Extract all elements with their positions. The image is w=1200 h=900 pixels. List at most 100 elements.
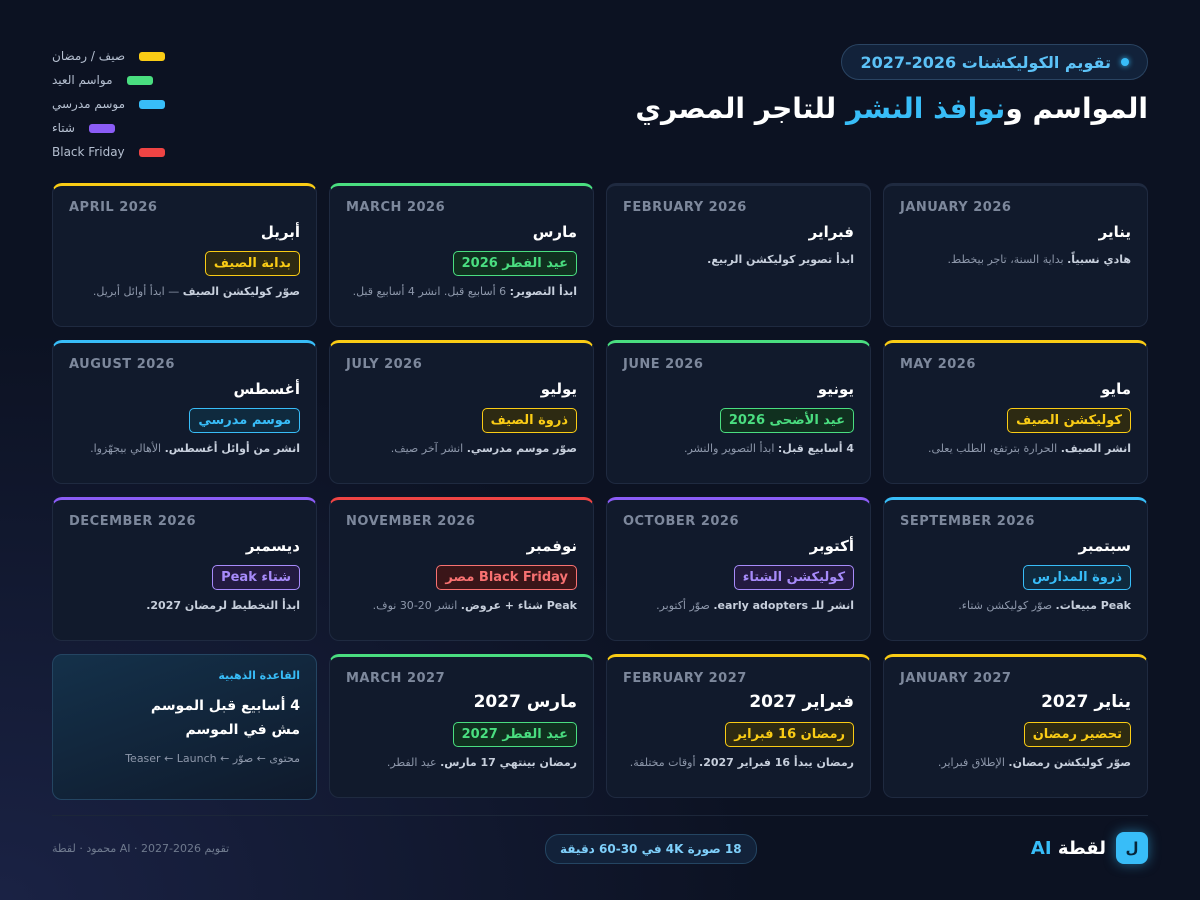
month-card: MAY 2026 مايو كوليكشن الصيف انشر الصيف. الح… [883,340,1148,484]
month-en-label: OCTOBER 2026 [623,514,740,529]
month-note: انشر الصيف. الحرارة بترتفع، الطلب يعلى. [900,442,1131,455]
season-badge: موسم مدرسي [189,408,300,433]
legend-label: مواسم العيد [52,73,113,87]
month-note: صوّر كوليكشن الصيف — ابدأ أوائل أبريل. [69,285,300,298]
month-note: هادي نسبياً. بداية السنة، تاجر بيخطط. [900,253,1132,266]
month-card: MARCH 2027 مارس 2027 عيد الفطر 2027 رمضان ب… [329,654,594,798]
season-badge: ذروة الصيف [481,408,577,433]
month-en-label: JANUARY 2027 [900,671,1012,686]
brand-name-ai: AI [1030,837,1052,859]
brand-logo-icon: ل [1116,832,1148,864]
note-bold: ابدأ تصوير كوليكشن الربيع. [707,253,854,266]
note-text: صوّر كوليكشن شتاء. [958,599,1056,612]
month-card: JULY 2026 يوليو ذروة الصيف صوّر موسم مدرسي.… [329,340,594,484]
legend-label: موسم مدرسي [52,97,126,111]
months-grid: APRIL 2026 أبريل بداية الصيف صوّر كوليكشن ا… [52,183,1148,800]
month-ar-label: يناير 2027 [1041,692,1131,712]
month-note: انشر من أوائل أغسطس. الأهالي بيجهّزوا. [69,442,300,455]
month-ar-label: سبتمبر [1078,537,1131,555]
note-text: بداية السنة، تاجر بيخطط. [947,253,1068,266]
rule-heading: 4 أسابيع قبل الموسم مش في الموسم [69,694,300,742]
note-text: انشر آخر صيف. [390,442,467,455]
month-note: ابدأ التصوير: 6 أسابيع قبل. انشر 4 أسابي… [346,285,577,298]
note-bold: انشر من أوائل أغسطس. [164,442,300,455]
note-bold: 4 أسابيع قبل: [777,442,854,455]
pill-dot-icon [1121,58,1129,66]
badge-wrap: كوليكشن الشتاء [623,565,854,591]
note-text: انشر 20-30 نوف. [372,599,461,612]
month-en-label: AUGUST 2026 [69,357,175,372]
month-card: APRIL 2026 أبريل بداية الصيف صوّر كوليكشن ا… [52,183,317,327]
season-badge: رمضان 16 فبراير [725,722,854,747]
badge-wrap: بداية الصيف [69,251,300,277]
season-badge: عيد الأضحى 2026 [719,408,854,433]
month-note: ابدأ التخطيط لرمضان 2027. [69,599,300,612]
note-bold: صوّر موسم مدرسي. [466,442,577,455]
season-badge: كوليكشن الشتاء [733,565,854,590]
month-ar-label: أبريل [260,223,300,241]
note-text: الإطلاق فبراير. [937,756,1009,769]
month-note: Peak مبيعات. صوّر كوليكشن شتاء. [900,599,1131,612]
note-text: صوّر أكتوبر. [656,599,714,612]
legend-item: مواسم العيد [52,68,168,92]
note-text: أوقات مختلفة. [629,756,700,769]
note-text: الحرارة بترتفع، الطلب يعلى. [927,442,1061,455]
note-text: — ابدأ أوائل أبريل. [92,285,183,298]
season-badge: ذروة المدارس [1023,565,1131,590]
month-card: AUGUST 2026 أغسطس موسم مدرسي انشر من أوائل … [52,340,317,484]
legend-item: صيف / رمضان [52,44,168,68]
month-ar-label: مارس 2027 [473,692,577,712]
month-note: انشر للـ early adopters. صوّر أكتوبر. [623,599,854,612]
rule-steps: Teaser ← Launch ← محتوى ← صوّر [125,752,300,765]
note-bold: انشر للـ early adopters. [713,599,854,612]
month-card: JUNE 2026 يونيو عيد الأضحى 2026 4 أسابيع قب… [606,340,871,484]
badge-wrap: عيد الفطر 2026 [346,251,577,277]
note-bold: ابدأ التصوير: [509,285,577,298]
badge-wrap: كوليكشن الصيف [900,408,1131,434]
rule-line2: مش في الموسم [185,722,300,738]
month-ar-label: أغسطس [233,380,300,398]
note-bold: صوّر كوليكشن الصيف [182,285,300,298]
badge-wrap: عيد الفطر 2027 [346,722,577,748]
golden-rule-card: القاعدة الذهبية 4 أسابيع قبل الموسم مش في … [52,654,317,800]
month-card: MARCH 2026 مارس عيد الفطر 2026 ابدأ التصوير… [329,183,594,327]
badge-wrap: Black Friday مصر [346,565,577,591]
month-note: 4 أسابيع قبل: ابدأ التصوير والنشر. [623,442,854,455]
month-ar-label: نوفمبر [526,537,577,555]
footer-divider [52,815,1148,816]
month-ar-label: فبراير 2027 [749,692,854,712]
note-bold: ابدأ التخطيط لرمضان 2027. [146,599,300,612]
note-bold: صوّر كوليكشن رمضان. [1008,756,1131,769]
month-note: ابدأ تصوير كوليكشن الربيع. [623,253,854,266]
note-bold: هادي نسبياً. [1067,253,1131,266]
note-bold: Peak شتاء + عروض. [460,599,577,612]
month-ar-label: يونيو [817,380,854,398]
month-note: Peak شتاء + عروض. انشر 20-30 نوف. [346,599,577,612]
month-en-label: FEBRUARY 2026 [623,200,747,215]
brand: ل لقطة AI [1031,832,1148,864]
footer-credit: محمود · لقطة AI · تقويم 2026-2027 [52,842,230,855]
calendar-pill: تقويم الكوليكشنات 2026-2027 [841,44,1148,80]
legend-label: شتاء [52,121,75,135]
season-badge: كوليكشن الصيف [1007,408,1131,433]
badge-wrap: ذروة المدارس [900,565,1131,591]
season-badge: Black Friday مصر [436,565,577,590]
month-en-label: JANUARY 2026 [900,200,1012,215]
legend-label: Black Friday [52,145,125,159]
month-note: صوّر موسم مدرسي. انشر آخر صيف. [346,442,577,455]
month-note: رمضان بينتهي 17 مارس. عيد الفطر. [346,756,577,769]
season-badge: عيد الفطر 2027 [452,722,577,747]
month-ar-label: يناير [1098,223,1131,241]
month-en-label: MARCH 2027 [346,671,446,686]
month-en-label: APRIL 2026 [69,200,158,215]
season-badge: شتاء Peak [212,565,300,590]
month-en-label: MAY 2026 [900,357,976,372]
month-card: FEBRUARY 2026 فبراير ابدأ تصوير كوليكشن ال… [606,183,871,327]
season-badge: بداية الصيف [204,251,300,276]
season-badge: تحضير رمضان [1023,722,1131,747]
legend-swatch [139,99,166,109]
footer-stat-pill: 18 صورة 4K في 30-60 دقيقة [545,834,757,864]
badge-wrap: تحضير رمضان [900,722,1131,748]
rule-line1: 4 أسابيع قبل الموسم [150,698,300,714]
month-ar-label: مايو [1101,380,1131,398]
